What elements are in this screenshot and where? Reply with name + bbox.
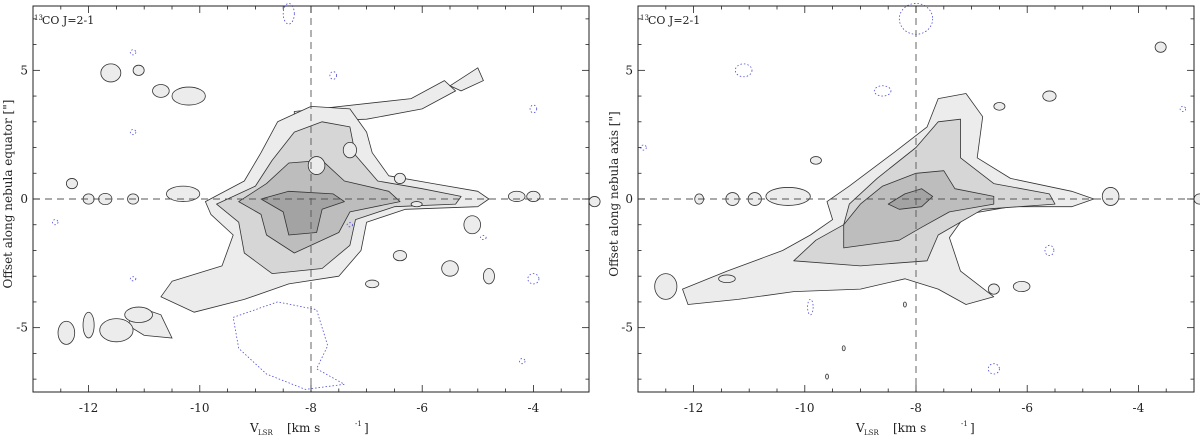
left-xlabel-unit: [km s <box>287 421 320 435</box>
left-island-3 <box>171 86 206 106</box>
left-x-tick-label: -6 <box>416 401 428 415</box>
right-island-9 <box>1193 193 1200 205</box>
left-negative-contour-0 <box>282 3 295 25</box>
right-contour-level-3 <box>843 170 995 249</box>
right-negative-contour-2 <box>873 85 892 97</box>
right-ylabel: Offset along nebula axis ["] <box>607 111 621 276</box>
right-panel: -12 -10 -8 -6 -4 -5 0 5 13 CO J=2-1 Offset alon… <box>607 3 1200 437</box>
left-island-19 <box>365 279 380 289</box>
right-negative-contour-3 <box>640 144 647 151</box>
right-island-6 <box>1042 90 1057 102</box>
left-negative-contour-7 <box>527 273 540 285</box>
left-island-20 <box>392 250 408 262</box>
right-contour-level-4 <box>887 188 934 210</box>
right-xlabel-main: V <box>855 421 865 435</box>
right-island-7 <box>1101 187 1120 206</box>
left-y-tick-label: -5 <box>16 321 28 335</box>
left-ylabel: Offset along nebula equator ["] <box>1 100 15 289</box>
left-negative-contour-9 <box>529 104 538 114</box>
left-island-12 <box>507 190 526 202</box>
right-annotation-sup: 13 <box>640 14 649 22</box>
left-panel: -12 -10 -8 -6 -4 -5 0 5 13 CO J=2-1 Offset alon… <box>1 3 601 437</box>
left-annotation: CO J=2-1 <box>42 14 94 27</box>
left-x-tick-label: -10 <box>190 401 209 415</box>
right-negative-contour-1 <box>734 63 753 78</box>
right-island-12 <box>1012 280 1031 293</box>
right-marker-1 <box>841 345 846 352</box>
right-x-tick-label: -10 <box>795 401 814 415</box>
right-island-11 <box>718 274 736 284</box>
left-xlabel-sub: LSR <box>258 429 273 437</box>
right-plot-area: -12 -10 -8 -6 -4 -5 0 5 <box>621 3 1200 415</box>
left-negative-contour-10 <box>519 358 526 365</box>
left-island-16 <box>82 311 95 339</box>
right-annotation: CO J=2-1 <box>648 14 700 27</box>
left-island-11 <box>393 172 406 184</box>
left-island-13 <box>526 190 541 202</box>
right-xlabel-unit-end: ] <box>970 421 975 435</box>
left-island-22 <box>441 260 459 277</box>
right-marker-2 <box>825 373 829 380</box>
left-island-2 <box>152 84 170 98</box>
left-island-24 <box>588 196 601 208</box>
left-island-15 <box>57 320 76 345</box>
right-island-8 <box>1154 41 1167 53</box>
right-negative-contour-7 <box>1179 105 1187 112</box>
left-y-tick-label: 5 <box>20 63 28 77</box>
left-negative-band <box>232 301 346 390</box>
right-xlabel-sub: LSR <box>864 429 879 437</box>
left-island-8 <box>166 185 201 202</box>
left-island-14 <box>410 201 423 208</box>
left-island-21 <box>463 215 481 235</box>
left-island-9 <box>307 156 326 175</box>
left-x-tick-label: -12 <box>79 401 98 415</box>
left-island-23 <box>482 268 495 285</box>
right-marker-0 <box>902 301 907 308</box>
right-island-5 <box>993 102 1006 111</box>
right-x-tick-label: -12 <box>684 401 703 415</box>
left-x-tick-label: -8 <box>305 401 317 415</box>
right-x-tick-label: -4 <box>1133 401 1145 415</box>
right-y-tick-label: 0 <box>625 192 633 206</box>
right-xlabel-unit-sup: -1 <box>961 420 968 428</box>
left-xlabel-unit-end: ] <box>364 421 369 435</box>
left-negative-contour-1 <box>129 49 137 56</box>
left-y-tick-label: 0 <box>20 192 28 206</box>
left-island-1 <box>132 64 145 76</box>
left-annotation-sup: 13 <box>34 14 43 22</box>
left-negative-contour-2 <box>329 71 337 80</box>
right-island-10 <box>654 273 678 300</box>
left-negative-contour-4 <box>52 219 59 226</box>
right-y-tick-label: 5 <box>625 63 633 77</box>
left-contour-level-4 <box>260 190 345 236</box>
right-x-tick-label: -8 <box>910 401 922 415</box>
right-x-tick-label: -6 <box>1021 401 1033 415</box>
right-island-13 <box>987 283 1000 295</box>
left-island-17 <box>99 318 134 343</box>
right-island-4 <box>809 156 822 165</box>
right-negative-contour-5 <box>1044 244 1055 257</box>
left-negative-contour-5 <box>346 222 354 228</box>
left-band-1 <box>449 67 484 92</box>
right-negative-contour-6 <box>987 363 1000 375</box>
right-xlabel-unit: [km s <box>893 421 926 435</box>
left-negative-contour-3 <box>129 129 137 136</box>
left-xlabel-main: V <box>249 421 259 435</box>
left-island-0 <box>100 63 122 83</box>
left-plot-area: -12 -10 -8 -6 -4 -5 0 5 <box>16 3 601 415</box>
left-negative-contour-6 <box>480 235 487 241</box>
left-xlabel-unit-sup: -1 <box>355 420 362 428</box>
left-negative-contour-8 <box>129 276 137 282</box>
left-island-4 <box>65 178 78 190</box>
left-island-18 <box>124 306 153 323</box>
left-island-10 <box>342 141 357 159</box>
right-island-3 <box>765 187 811 206</box>
right-y-tick-label: -5 <box>621 321 633 335</box>
right-negative-contour-4 <box>807 298 814 316</box>
left-x-tick-label: -4 <box>528 401 540 415</box>
